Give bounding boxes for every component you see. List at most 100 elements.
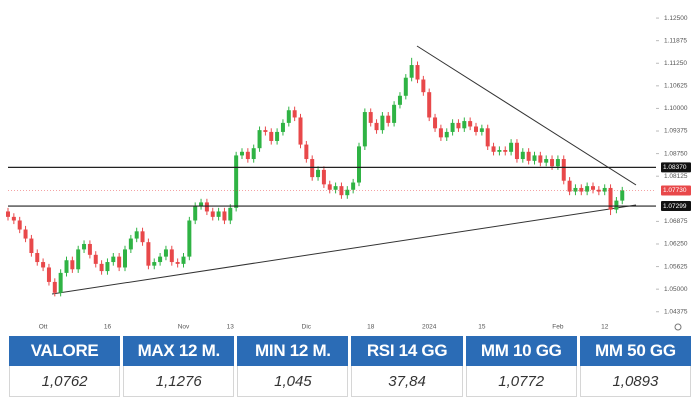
candle-body bbox=[520, 151, 525, 160]
last-price-tag bbox=[661, 185, 691, 196]
value-cell: 1,0772 bbox=[465, 366, 577, 397]
candle-body bbox=[93, 254, 98, 264]
candle-body bbox=[503, 150, 508, 152]
candle-body bbox=[614, 200, 619, 210]
x-tick-label: Dic bbox=[302, 324, 312, 331]
x-tick-label: 18 bbox=[367, 324, 375, 331]
candle-body bbox=[462, 121, 467, 129]
candle-body bbox=[591, 186, 595, 190]
candle-body bbox=[409, 65, 414, 78]
value-cell: 1,0762 bbox=[9, 366, 121, 397]
candle-body bbox=[579, 187, 584, 192]
value-cell: 1,0893 bbox=[579, 366, 691, 397]
y-tick-label: 1.10000 bbox=[664, 105, 688, 112]
candle-body bbox=[585, 186, 590, 192]
settings-icon[interactable] bbox=[674, 323, 682, 331]
x-tick-label: 13 bbox=[227, 324, 235, 331]
candle-body bbox=[602, 187, 607, 192]
candle-body bbox=[275, 131, 280, 141]
candle-body bbox=[327, 184, 332, 190]
candle-body bbox=[368, 112, 373, 123]
candle-body bbox=[251, 148, 256, 160]
candle-body bbox=[415, 65, 420, 80]
candle-body bbox=[76, 249, 81, 270]
candle-body bbox=[497, 150, 502, 152]
candle-body bbox=[280, 122, 285, 132]
candle-body bbox=[35, 253, 40, 263]
x-tick-label: 16 bbox=[104, 324, 112, 331]
header-cell: MM 10 GG bbox=[465, 336, 577, 366]
candle-body bbox=[304, 144, 309, 160]
candle-body bbox=[421, 79, 426, 93]
trend-line bbox=[416, 45, 637, 186]
candle-body bbox=[70, 260, 75, 270]
candle-body bbox=[555, 159, 560, 167]
candle-body bbox=[46, 267, 51, 282]
candle-body bbox=[310, 159, 315, 178]
level-tag bbox=[661, 162, 691, 173]
candle-body bbox=[17, 220, 22, 230]
candle-body bbox=[427, 92, 432, 118]
candle-body bbox=[561, 159, 566, 181]
candle-body bbox=[538, 155, 543, 163]
candle-body bbox=[333, 186, 338, 190]
candle-body bbox=[234, 155, 239, 208]
candle-body bbox=[228, 207, 233, 221]
candle-body bbox=[163, 249, 168, 257]
candle-body bbox=[11, 216, 16, 221]
candle-body bbox=[468, 121, 473, 127]
level-label: 1.07299 bbox=[663, 203, 687, 210]
candle-body bbox=[257, 130, 262, 149]
candle-body bbox=[596, 189, 601, 192]
y-tick-label: 1.08750 bbox=[664, 150, 688, 157]
header-cell: MM 50 GG bbox=[579, 336, 691, 366]
candle-body bbox=[392, 104, 397, 123]
candle-body bbox=[438, 128, 443, 138]
y-tick-label: 1.08125 bbox=[664, 173, 688, 180]
candle-body bbox=[544, 159, 549, 163]
candle-body bbox=[175, 262, 180, 264]
candle-body bbox=[357, 146, 361, 183]
y-tick-label: 1.06250 bbox=[664, 241, 688, 248]
chart: 1.12500 1.11875 1.11250 1.10625 1.10000 1.093… bbox=[6, 15, 691, 331]
candle-body bbox=[216, 211, 221, 217]
header-cell: RSI 14 GG bbox=[351, 336, 463, 366]
x-tick-label: 15 bbox=[478, 324, 486, 331]
x-tick-label: Ott bbox=[39, 324, 48, 331]
candle-body bbox=[608, 187, 613, 210]
candle-body bbox=[134, 231, 139, 239]
candle-body bbox=[620, 190, 625, 201]
candle-body bbox=[29, 238, 34, 254]
candle-body bbox=[105, 262, 110, 272]
candle-body bbox=[292, 110, 297, 118]
value-cell: 1,1276 bbox=[123, 366, 235, 397]
candle-body bbox=[199, 202, 204, 207]
x-tick-label: 12 bbox=[601, 324, 609, 331]
last-price-label: 1.07730 bbox=[663, 187, 687, 194]
candle-body bbox=[99, 263, 104, 272]
header-cell: VALORE bbox=[9, 336, 121, 366]
candle-body bbox=[298, 117, 303, 145]
y-tick-label: 1.05000 bbox=[664, 286, 688, 293]
y-tick-label: 1.12500 bbox=[664, 15, 688, 22]
candle-body bbox=[52, 281, 57, 293]
y-tick-label: 1.11250 bbox=[664, 60, 687, 67]
candle-body bbox=[58, 272, 63, 293]
candle-body bbox=[169, 249, 174, 263]
y-tick-label: 1.06875 bbox=[664, 218, 688, 225]
header-cell: MAX 12 M. bbox=[123, 336, 235, 366]
candle-body bbox=[550, 159, 555, 167]
candle-body bbox=[23, 229, 28, 239]
candle-body bbox=[123, 249, 127, 268]
candle-body bbox=[158, 256, 163, 263]
candle-body bbox=[140, 231, 145, 243]
candle-body bbox=[181, 256, 186, 264]
candle-body bbox=[41, 262, 46, 268]
candle-body bbox=[526, 151, 531, 161]
candle-body bbox=[146, 242, 151, 266]
y-tick-label: 1.05625 bbox=[664, 263, 688, 270]
y-tick-label: 1.10625 bbox=[664, 83, 688, 90]
candle-body bbox=[128, 238, 133, 250]
candle-body bbox=[386, 115, 391, 123]
